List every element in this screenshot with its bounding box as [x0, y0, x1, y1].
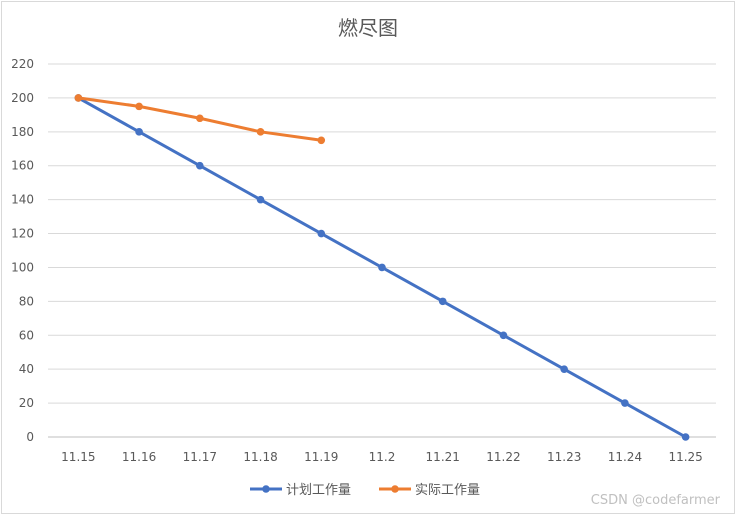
data-point: [378, 263, 386, 272]
series-group: [74, 94, 690, 441]
y-tick-label: 140: [11, 193, 34, 207]
y-tick-label: 20: [19, 396, 34, 410]
data-point: [499, 331, 508, 340]
y-tick-label: 40: [19, 362, 34, 376]
data-point: [74, 94, 83, 102]
y-tick-label: 200: [11, 91, 34, 105]
y-tick-label: 220: [11, 57, 34, 71]
grid-lines: [48, 63, 716, 438]
legend: 计划工作量 实际工作量: [250, 483, 480, 498]
x-tick-label: 11.17: [183, 450, 217, 464]
x-tick-label: 11.21: [426, 450, 460, 464]
y-tick-label: 60: [19, 328, 34, 342]
data-point: [196, 161, 204, 170]
data-point: [256, 128, 265, 136]
legend-swatch-marker: [391, 485, 399, 493]
x-tick-label: 11.22: [486, 450, 520, 464]
chart-title: 燃尽图: [338, 16, 398, 40]
data-point: [256, 195, 265, 204]
y-tick-label: 160: [11, 159, 34, 173]
data-point: [621, 399, 629, 407]
legend-swatch-marker: [262, 485, 270, 493]
x-tick-label: 11.2: [369, 450, 396, 464]
x-tick-label: 11.24: [608, 450, 642, 464]
data-point: [560, 365, 568, 373]
data-point: [317, 136, 326, 145]
data-point: [196, 114, 204, 123]
y-tick-label: 80: [19, 294, 34, 308]
x-tick-label: 11.18: [243, 450, 277, 464]
y-tick-label: 0: [26, 430, 34, 444]
data-point: [317, 229, 326, 238]
data-point: [438, 297, 447, 306]
y-tick-label: 120: [11, 227, 34, 241]
legend-label: 实际工作量: [415, 483, 480, 498]
y-axis-ticks: 0 20 40 60 80 100 120 140 160 180 200 220: [11, 57, 34, 444]
x-tick-label: 11.15: [61, 450, 95, 464]
x-tick-label: 11.23: [547, 450, 581, 464]
watermark-text: CSDN @codefarmer: [591, 493, 721, 508]
data-point: [135, 128, 143, 136]
data-point: [135, 102, 143, 111]
data-point: [681, 433, 690, 441]
x-axis-ticks: 11.15 11.16 11.17 11.18 11.19 11.2 11.21 11.22 1…: [61, 450, 703, 464]
x-tick-label: 11.16: [122, 450, 156, 464]
legend-label: 计划工作量: [286, 483, 351, 498]
y-tick-label: 180: [11, 125, 34, 139]
y-tick-label: 100: [11, 260, 34, 274]
x-tick-label: 11.25: [668, 450, 702, 464]
x-tick-label: 11.19: [304, 450, 338, 464]
